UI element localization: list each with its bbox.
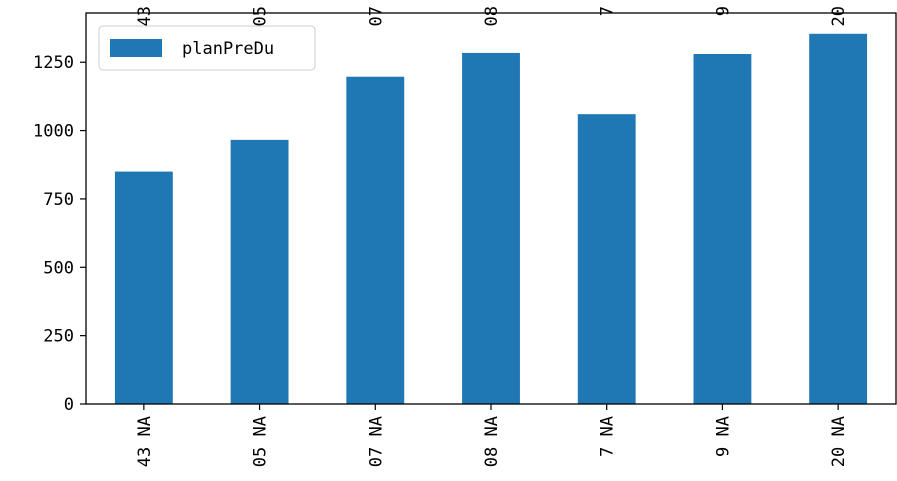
x-top-label: 07 — [366, 6, 386, 26]
x-top-label: 7 — [598, 6, 618, 16]
y-tick-label: 0 — [64, 395, 74, 415]
legend-swatch — [110, 39, 162, 57]
x-top-label: 9 — [713, 6, 733, 16]
bar — [346, 76, 405, 405]
y-axis: 0 250 500 750 1000 1250 — [33, 53, 86, 415]
bars-group — [114, 33, 868, 405]
y-tick-label: 1250 — [33, 53, 74, 73]
y-tick-label: 500 — [43, 258, 74, 278]
bar — [462, 52, 520, 404]
x-tick-label: 08 NA — [482, 416, 502, 467]
x-tick-label: 07 NA — [366, 416, 386, 467]
x-top-label: 05 — [251, 6, 271, 26]
legend-label: planPreDu — [182, 39, 274, 59]
x-top-label: 08 — [482, 6, 502, 26]
y-tick-label: 750 — [43, 190, 74, 210]
x-tick-label: 20 NA — [829, 416, 849, 467]
y-tick-label: 1000 — [33, 122, 74, 142]
y-tick-label: 250 — [43, 327, 74, 347]
top-clipped-labels: 43 05 07 08 7 9 20 — [135, 6, 849, 26]
bar — [809, 33, 868, 404]
bar — [577, 114, 636, 404]
x-top-label: 20 — [829, 6, 849, 26]
x-tick-label: 05 NA — [251, 416, 271, 467]
legend-box — [98, 25, 316, 71]
x-axis: 43 NA 05 NA 07 NA 08 NA 7 NA 9 NA 20 NA — [135, 404, 849, 467]
x-tick-label: 43 NA — [135, 416, 155, 467]
x-tick-label: 9 NA — [713, 416, 733, 457]
bar — [230, 139, 289, 404]
x-top-label: 43 — [135, 6, 155, 26]
x-tick-label: 7 NA — [598, 416, 618, 457]
bar — [114, 171, 173, 404]
legend: planPreDu — [98, 25, 316, 71]
bar — [693, 54, 752, 405]
